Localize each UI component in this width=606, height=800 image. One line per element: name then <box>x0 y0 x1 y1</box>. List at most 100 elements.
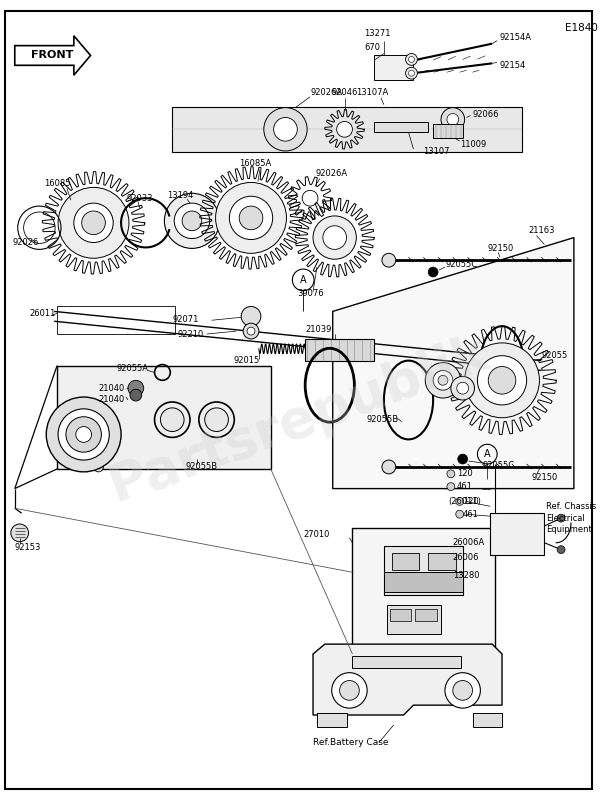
Text: 92071: 92071 <box>172 314 199 324</box>
Text: 92026: 92026 <box>13 238 39 247</box>
Circle shape <box>216 182 287 254</box>
Circle shape <box>382 460 396 474</box>
Text: 26006A: 26006A <box>453 538 485 547</box>
Circle shape <box>175 203 210 238</box>
Circle shape <box>243 323 259 339</box>
Text: 13107: 13107 <box>423 147 450 157</box>
Circle shape <box>331 673 367 708</box>
Text: 120: 120 <box>462 497 478 506</box>
Bar <box>473 713 502 727</box>
Circle shape <box>488 366 516 394</box>
Text: 92154A: 92154A <box>499 34 531 42</box>
Text: 13271: 13271 <box>364 30 391 38</box>
Text: 92026A: 92026A <box>315 169 347 178</box>
Circle shape <box>453 681 473 700</box>
Text: 92055C: 92055C <box>446 260 478 269</box>
Circle shape <box>451 376 474 400</box>
Text: 39076: 39076 <box>298 289 324 298</box>
Circle shape <box>82 211 105 234</box>
Bar <box>305 339 374 361</box>
Text: Ref.Battery Case: Ref.Battery Case <box>313 738 388 747</box>
Circle shape <box>337 122 353 137</box>
Bar <box>172 106 522 152</box>
Text: 21163: 21163 <box>528 226 555 235</box>
Circle shape <box>239 206 263 230</box>
Circle shape <box>313 216 356 259</box>
Circle shape <box>445 673 481 708</box>
Polygon shape <box>15 36 90 75</box>
Text: Partsrepublik: Partsrepublik <box>101 326 496 513</box>
Text: 92033: 92033 <box>126 194 153 202</box>
Circle shape <box>425 362 461 398</box>
Circle shape <box>447 114 459 126</box>
Polygon shape <box>374 55 413 80</box>
Circle shape <box>161 408 184 431</box>
Text: 21039: 21039 <box>305 325 331 334</box>
Text: 670: 670 <box>364 43 380 52</box>
Text: 13280: 13280 <box>453 570 479 580</box>
Circle shape <box>66 417 101 452</box>
Circle shape <box>76 426 92 442</box>
Text: 21040: 21040 <box>98 384 125 393</box>
Circle shape <box>433 370 453 390</box>
Bar <box>353 528 495 656</box>
Circle shape <box>478 356 527 405</box>
Text: 92055B: 92055B <box>185 462 217 471</box>
Circle shape <box>58 409 109 460</box>
Circle shape <box>408 57 415 62</box>
Circle shape <box>438 375 448 386</box>
Bar <box>374 122 428 132</box>
Bar <box>384 546 462 595</box>
Circle shape <box>241 306 261 326</box>
Circle shape <box>457 382 468 394</box>
Text: 26011: 26011 <box>30 309 56 318</box>
Bar <box>392 553 419 570</box>
Circle shape <box>447 470 454 478</box>
Circle shape <box>164 194 219 249</box>
Bar <box>390 609 411 621</box>
Text: 461: 461 <box>462 510 479 518</box>
Bar <box>490 514 544 554</box>
Circle shape <box>323 226 347 250</box>
Circle shape <box>478 444 497 464</box>
Circle shape <box>130 389 142 401</box>
Text: E1840: E1840 <box>565 23 598 33</box>
Text: 92055: 92055 <box>541 351 568 360</box>
Circle shape <box>93 462 104 472</box>
Circle shape <box>408 70 415 76</box>
Circle shape <box>465 343 539 418</box>
Text: 92055C: 92055C <box>482 462 514 470</box>
Circle shape <box>456 510 464 518</box>
Circle shape <box>428 267 438 277</box>
Text: Electrical: Electrical <box>547 514 585 522</box>
Text: 92015: 92015 <box>233 356 259 365</box>
Circle shape <box>229 196 273 239</box>
Text: 120: 120 <box>457 470 473 478</box>
Circle shape <box>458 454 468 464</box>
Text: Ref. Chassis: Ref. Chassis <box>547 502 596 511</box>
Circle shape <box>456 498 464 506</box>
Text: 26006: 26006 <box>453 553 479 562</box>
Polygon shape <box>57 366 271 469</box>
Circle shape <box>274 118 298 141</box>
Text: 92046: 92046 <box>331 88 358 98</box>
Circle shape <box>557 514 565 522</box>
Bar <box>57 306 175 334</box>
Text: 92150: 92150 <box>531 474 558 482</box>
Circle shape <box>264 108 307 151</box>
Text: 13107A: 13107A <box>356 88 388 98</box>
Bar <box>384 572 462 592</box>
Polygon shape <box>313 644 502 715</box>
Circle shape <box>405 54 418 66</box>
Text: (26011): (26011) <box>448 497 481 506</box>
Text: Equipment: Equipment <box>547 526 592 534</box>
Text: 92055A: 92055A <box>116 364 148 373</box>
Circle shape <box>247 327 255 335</box>
Circle shape <box>74 203 113 242</box>
Text: 92055B: 92055B <box>366 415 398 424</box>
Circle shape <box>441 108 465 131</box>
Circle shape <box>557 546 565 554</box>
Text: 92066: 92066 <box>473 110 499 119</box>
Bar <box>433 124 462 138</box>
Circle shape <box>382 254 396 267</box>
